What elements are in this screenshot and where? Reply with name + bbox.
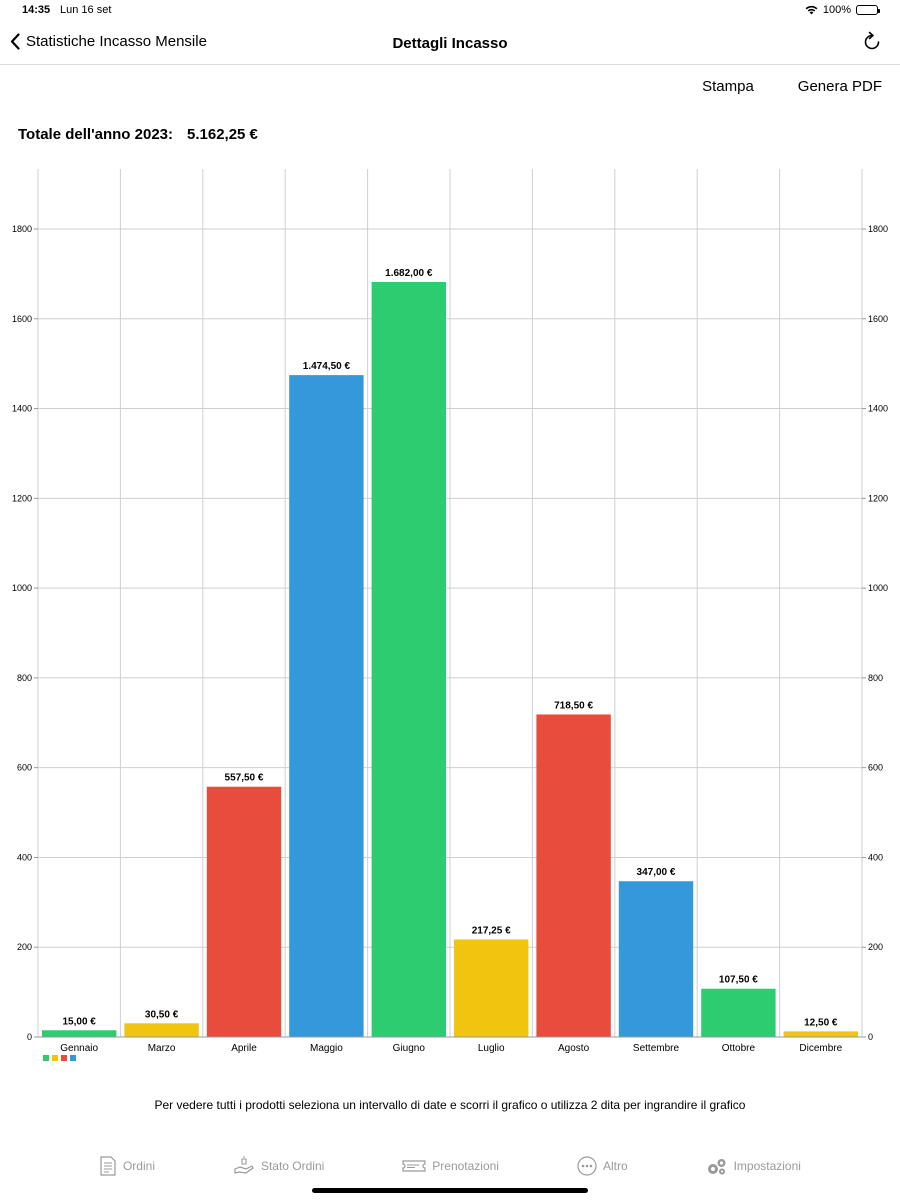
legend-swatch [70, 1055, 76, 1061]
bar-value-label: 718,50 € [554, 700, 593, 711]
legend-swatch [52, 1055, 58, 1061]
y-tick-label-right: 400 [868, 852, 883, 862]
x-tick-label: Settembre [633, 1043, 680, 1054]
refresh-icon[interactable] [860, 30, 884, 54]
x-tick-label: Agosto [558, 1043, 590, 1054]
bar-marzo [124, 1023, 199, 1037]
y-tick-label-left: 600 [17, 763, 32, 773]
y-tick-label-right: 800 [868, 673, 883, 683]
y-tick-label-right: 600 [868, 763, 883, 773]
bar-maggio [289, 375, 364, 1037]
tab-label: Altro [602, 1159, 628, 1173]
bar-aprile [206, 786, 282, 1037]
status-right: 100% [805, 4, 880, 16]
y-tick-label-left: 1800 [12, 224, 32, 234]
print-button[interactable]: Stampa [702, 78, 754, 95]
action-bar: Stampa Genera PDF [702, 78, 882, 95]
bar-value-label: 1.474,50 € [303, 361, 351, 372]
bar-dicembre [783, 1031, 858, 1037]
tab-label: Ordini [122, 1159, 155, 1173]
x-tick-label: Maggio [310, 1043, 343, 1054]
page-title: Dettagli Incasso [392, 35, 508, 52]
tab-label: Prenotazioni [432, 1159, 499, 1173]
y-tick-label-left: 1000 [12, 583, 32, 593]
tab-stato-ordini[interactable]: Stato Ordini [233, 1148, 324, 1184]
legend-swatch [61, 1055, 67, 1061]
bar-value-label: 1.682,00 € [385, 268, 433, 279]
y-tick-label-right: 1400 [868, 404, 888, 414]
bar-value-label: 107,50 € [719, 975, 758, 986]
x-tick-label: Gennaio [60, 1043, 98, 1054]
y-tick-label-left: 0 [27, 1032, 32, 1042]
generate-pdf-button[interactable]: Genera PDF [797, 78, 882, 95]
battery-percent: 100% [822, 4, 851, 16]
bar-value-label: 12,50 € [804, 1017, 838, 1028]
tab-bar: Ordini Stato Ordini Prenotazioni Altro [0, 1148, 900, 1184]
y-tick-label-left: 800 [17, 673, 32, 683]
bar-value-label: 347,00 € [637, 867, 676, 878]
status-bar: 14:35 Lun 16 set 100% [0, 0, 900, 22]
ticket-icon [402, 1160, 426, 1172]
x-tick-label: Aprile [231, 1043, 257, 1054]
y-tick-label-right: 1800 [868, 224, 888, 234]
y-tick-label-left: 1600 [12, 314, 32, 324]
y-tick-label-left: 200 [17, 942, 32, 952]
status-time: 14:35 [22, 4, 51, 16]
battery-icon [856, 5, 880, 15]
more-icon [577, 1156, 597, 1176]
legend-swatch [43, 1055, 49, 1061]
home-indicator [312, 1188, 588, 1193]
y-tick-label-left: 1200 [12, 493, 32, 503]
gears-icon [707, 1159, 726, 1175]
x-tick-label: Luglio [478, 1043, 505, 1054]
tab-label: Impostazioni [733, 1159, 801, 1173]
navigation-bar: Statistiche Incasso Mensile Dettagli Inc… [0, 22, 900, 65]
tab-altro[interactable]: Altro [577, 1148, 628, 1184]
y-tick-label-right: 0 [868, 1032, 873, 1042]
wifi-icon [805, 5, 818, 15]
chart-legend [43, 1055, 76, 1061]
bar-value-label: 217,25 € [472, 925, 511, 936]
bar-giugno [371, 281, 446, 1037]
tab-label: Stato Ordini [260, 1159, 325, 1173]
tab-ordini[interactable]: Ordini [99, 1148, 155, 1184]
bar-settembre [618, 881, 694, 1037]
tab-prenotazioni[interactable]: Prenotazioni [402, 1148, 499, 1184]
y-tick-label-left: 400 [17, 852, 32, 862]
x-tick-label: Dicembre [799, 1043, 842, 1054]
document-icon [100, 1156, 116, 1176]
bar-value-label: 15,00 € [63, 1016, 97, 1027]
chart-canvas: 0 0 200 200 400 400 600 600 800 800 1000 1000 1200 12… [12, 169, 888, 1054]
x-tick-label: Marzo [148, 1043, 176, 1054]
y-tick-label-left: 1400 [12, 404, 32, 414]
hand-icon [234, 1156, 254, 1174]
bar-value-label: 30,50 € [145, 1009, 179, 1020]
tab-impostazioni[interactable]: Impostazioni [706, 1148, 801, 1184]
status-date: Lun 16 set [60, 4, 112, 16]
x-tick-label: Ottobre [722, 1043, 756, 1054]
year-total-value: 5.162,25 € [187, 126, 258, 143]
y-tick-label-right: 200 [868, 942, 883, 952]
back-label: Statistiche Incasso Mensile [26, 33, 207, 50]
year-total: Totale dell'anno 2023: 5.162,25 € [18, 126, 258, 143]
bar-gennaio [42, 1030, 117, 1037]
monthly-revenue-chart[interactable]: 0 0 200 200 400 400 600 600 800 800 1000 1000 1200 12… [0, 165, 900, 1070]
x-tick-label: Giugno [393, 1043, 426, 1054]
bar-agosto [536, 714, 611, 1037]
year-total-label: Totale dell'anno 2023: [18, 126, 173, 143]
y-tick-label-right: 1600 [868, 314, 888, 324]
back-button[interactable]: Statistiche Incasso Mensile [10, 33, 207, 50]
y-tick-label-right: 1200 [868, 493, 888, 503]
bar-value-label: 557,50 € [225, 773, 264, 784]
bar-ottobre [701, 988, 776, 1037]
hint-text: Per vedere tutti i prodotti seleziona un… [154, 1098, 746, 1112]
bar-luglio [454, 939, 529, 1037]
y-tick-label-right: 1000 [868, 583, 888, 593]
chevron-left-icon [10, 33, 20, 50]
